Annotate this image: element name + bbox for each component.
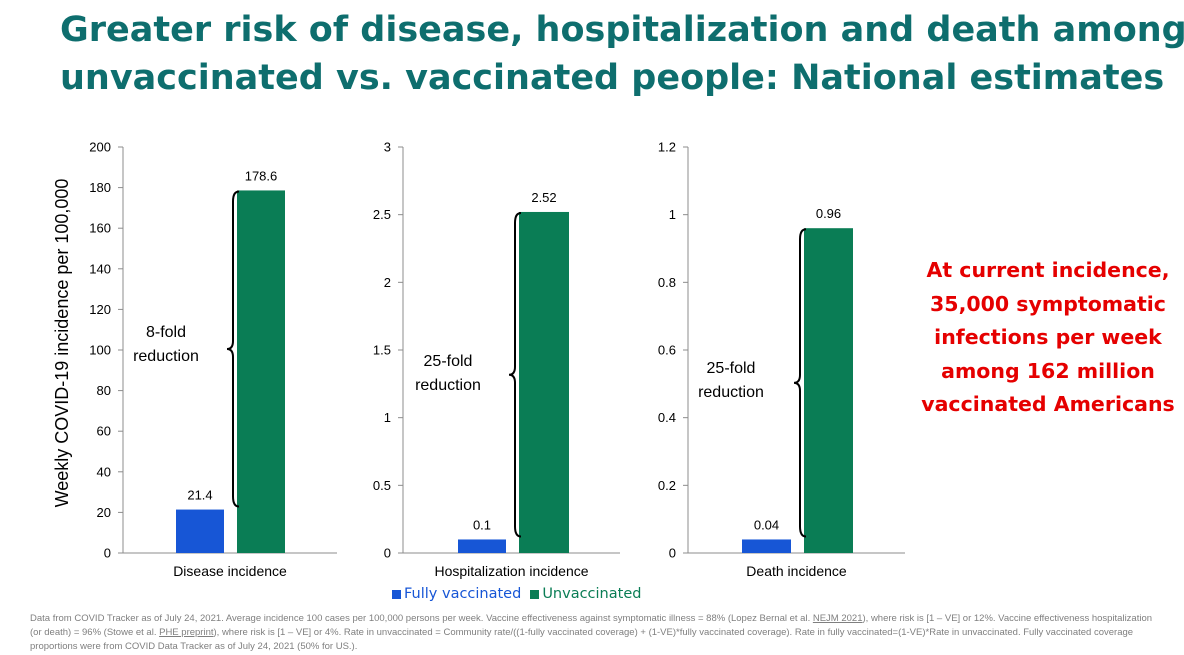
callout-line: infections per week [934,325,1162,349]
y-tick-label: 0 [669,546,676,561]
y-tick-label: 0.2 [658,478,676,493]
x-category-label: Death incidence [746,563,847,579]
y-tick-label: 120 [89,302,111,317]
footnote-text: Data from COVID Tracker as of July 24, 2… [30,613,813,624]
legend-swatch-fully-vaccinated [392,589,401,599]
annotation-fold-text: 8-fold [146,324,186,341]
data-label: 0.04 [754,517,779,532]
bar-unvaccinated [804,228,853,553]
footnote-link-nejm[interactable]: NEJM 2021 [812,613,863,624]
legend-label: Unvaccinated [542,586,642,602]
footnote-text: ), where risk is [1 – VE] or 12%. Vaccin… [30,613,1153,638]
callout-line: among 162 million [941,358,1155,383]
y-tick-label: 0 [104,546,111,561]
annotation-fold-text: 25-fold [707,360,756,377]
y-tick-label: 3 [384,140,391,155]
y-tick-label: 2 [384,275,391,290]
bar-fully-vaccinated [742,539,791,553]
annotation-fold-text: 25-fold [424,353,473,370]
y-tick-label: 1.5 [373,343,391,358]
x-category-label: Disease incidence [173,563,287,579]
y-tick-label: 180 [89,180,111,195]
y-tick-label: 40 [97,464,111,479]
curly-brace-bracket [508,211,522,538]
annotation-reduction-text: reduction [133,348,199,365]
y-axis-label: Weekly COVID-19 incidence per 100,000 [52,179,72,508]
curly-brace-bracket [793,228,807,538]
callout-line: At current incidence, [926,258,1170,282]
x-category-label: Hospitalization incidence [434,563,588,579]
y-tick-label: 0.6 [658,343,676,358]
annotation-reduction-text: reduction [698,384,764,401]
annotation-reduction-text: reduction [415,377,481,394]
y-tick-label: 160 [89,221,111,236]
y-tick-label: 1 [384,410,391,425]
callout-line: vaccinated Americans [921,392,1175,416]
bar-fully-vaccinated [176,509,224,553]
y-tick-label: 20 [97,505,111,520]
y-tick-label: 1.2 [658,140,676,155]
data-label: 0.1 [473,517,491,532]
footnote: Data from COVID Tracker as of July 24, 2… [30,612,1160,654]
legend-swatch-unvaccinated [530,589,540,599]
y-tick-label: 200 [89,140,111,155]
legend-label: Fully vaccinated [404,586,522,602]
y-tick-label: 0.5 [373,478,391,493]
legend-item-unvaccinated: Unvaccinated [530,586,641,602]
title-line-1: Greater risk of disease, hospitalization… [60,10,1184,50]
y-tick-label: 60 [97,424,111,439]
callout-line: 35,000 symptomatic [930,291,1166,316]
y-tick-label: 0 [384,546,391,561]
title-line-2: unvaccinated vs. vaccinated people: Nati… [60,58,1165,98]
y-tick-label: 1 [669,207,676,222]
bar-unvaccinated [237,190,285,553]
footnote-text: ), where risk is [1 – VE] or 4%. Rate in… [30,627,1134,652]
y-tick-label: 80 [97,383,111,398]
y-tick-label: 0.8 [658,275,676,290]
y-tick-label: 140 [89,261,111,276]
data-label: 21.4 [187,488,212,503]
curly-brace-bracket [226,190,240,508]
footnote-link-phe[interactable]: PHE preprint [159,627,214,638]
slide-title: Greater risk of disease, hospitalization… [60,6,1184,102]
bar-fully-vaccinated [458,539,506,553]
y-tick-label: 2.5 [373,207,391,222]
y-tick-label: 0.4 [658,410,676,425]
data-label: 178.6 [245,168,278,183]
callout-text: At current incidence, 35,000 symptomatic… [912,254,1184,422]
data-label: 2.52 [531,190,556,205]
legend: Fully vaccinated Unvaccinated [392,586,650,602]
data-label: 0.96 [816,206,841,221]
bar-unvaccinated [519,211,569,553]
legend-item-fully-vaccinated: Fully vaccinated [392,586,521,602]
y-tick-label: 100 [89,343,111,358]
